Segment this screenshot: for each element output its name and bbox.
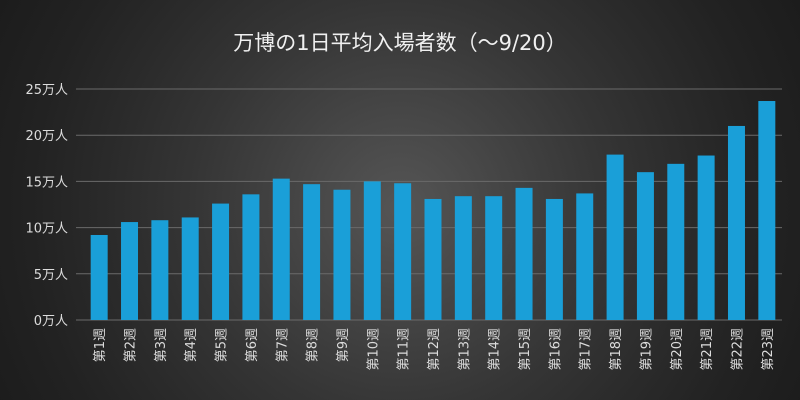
x-category-label: 第7週	[275, 328, 290, 362]
bar	[90, 234, 108, 320]
bar	[515, 187, 533, 320]
bar	[363, 181, 381, 320]
bar	[303, 184, 321, 320]
x-category-label: 第12週	[427, 328, 442, 371]
y-tick-label: 10万人	[25, 222, 68, 237]
bar	[697, 155, 715, 320]
x-category-label: 第17週	[579, 328, 594, 371]
bar	[758, 101, 776, 320]
chart-title: 万博の1日平均入場者数（～9/20）	[233, 31, 567, 55]
x-category-label: 第6週	[245, 328, 260, 362]
x-category-label: 第19週	[639, 328, 654, 371]
x-category-label: 第2週	[124, 328, 139, 362]
bar	[606, 154, 624, 320]
bar	[424, 198, 442, 320]
x-category-label: 第14週	[488, 328, 503, 371]
x-category-label: 第4週	[184, 328, 199, 362]
y-tick-label: 20万人	[25, 129, 68, 144]
bar	[272, 178, 290, 320]
y-tick-label: 5万人	[34, 268, 68, 283]
x-category-label: 第13週	[457, 328, 472, 371]
x-category-label: 第5週	[215, 328, 230, 362]
bars	[90, 101, 776, 321]
bar	[485, 196, 503, 320]
x-category-label: 第11週	[397, 328, 412, 371]
x-category-label: 第3週	[154, 328, 169, 362]
x-category-label: 第1週	[93, 328, 108, 362]
x-category-label: 第21週	[700, 328, 715, 371]
bar	[121, 222, 139, 320]
x-category-label: 第16週	[548, 328, 563, 371]
y-tick-label: 0万人	[34, 314, 68, 329]
bar	[333, 189, 351, 320]
bar	[727, 125, 745, 321]
x-category-label: 第10週	[366, 328, 381, 371]
x-axis-category-labels: 第1週 第2週 第3週 第4週 第5週 第6週 第7週 第8週 第9週 第10週 第11週 第12週第…	[93, 328, 776, 371]
y-tick-label: 15万人	[25, 175, 68, 190]
bar	[242, 194, 260, 320]
bar	[576, 193, 594, 320]
bar	[636, 172, 654, 320]
bar	[394, 183, 412, 320]
bar	[151, 220, 169, 320]
x-category-label: 第23週	[761, 328, 776, 371]
x-category-label: 第9週	[336, 328, 351, 362]
bar	[545, 198, 563, 320]
x-category-label: 第20週	[670, 328, 685, 371]
y-tick-label: 25万人	[25, 83, 68, 98]
x-category-label: 第15週	[518, 328, 533, 371]
bar	[181, 217, 199, 320]
bar	[212, 203, 230, 320]
x-category-label: 第18週	[609, 328, 624, 371]
x-category-label: 第8週	[306, 328, 321, 362]
bar	[667, 163, 685, 320]
bar	[454, 196, 472, 320]
y-axis-tick-labels: 0万人 5万人 10万人 15万人 20万人 25万人	[25, 83, 68, 329]
x-category-label: 第22週	[730, 328, 745, 371]
